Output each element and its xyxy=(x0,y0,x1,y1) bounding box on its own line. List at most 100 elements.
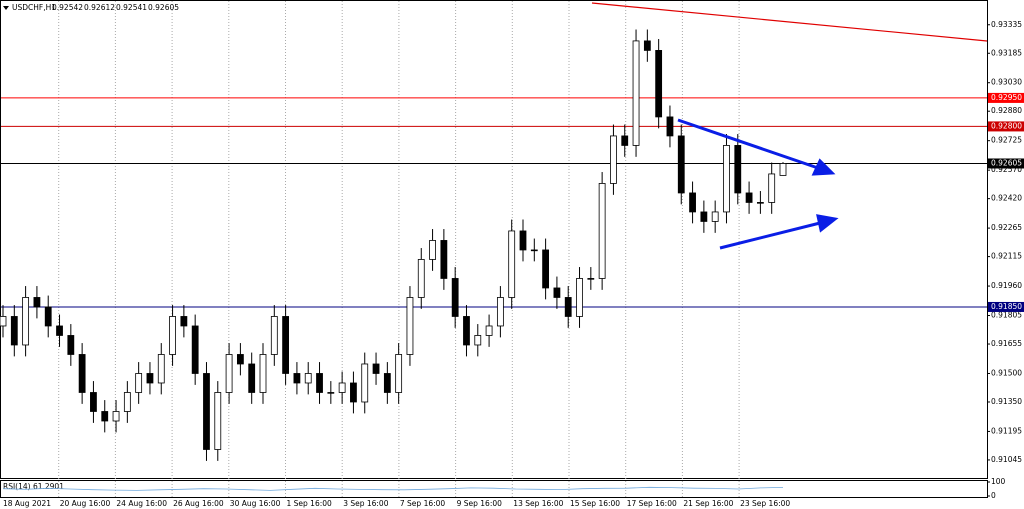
candle-body xyxy=(451,278,459,317)
candle-body xyxy=(67,335,75,355)
open-value: 0.92542 xyxy=(52,3,83,12)
candle-body xyxy=(655,50,663,118)
candle-body xyxy=(508,230,516,298)
y-tick-label: 0.91960 xyxy=(991,281,1022,290)
candle-body xyxy=(180,316,188,327)
symbol: USDCHF,H1 xyxy=(12,3,56,12)
x-tick-label: 1 Sep 16:00 xyxy=(287,499,333,508)
candle-body xyxy=(225,354,233,393)
candle-body xyxy=(56,325,63,336)
candle-body xyxy=(417,259,425,298)
candle-body xyxy=(711,211,719,222)
axes: 18 Aug 2021 20 Aug 16:00 24 Aug 16:00 26 Au… xyxy=(3,20,1024,508)
level-label: 0.92800 xyxy=(991,121,1022,130)
candle-body xyxy=(598,183,606,279)
candle-body xyxy=(123,392,131,412)
x-tick-label: 13 Sep 16:00 xyxy=(513,499,563,508)
candle-body xyxy=(564,297,572,317)
x-tick-label: 24 Aug 16:00 xyxy=(116,499,167,508)
triangle-arrows xyxy=(677,118,839,250)
level-label: 0.91850 xyxy=(991,302,1022,311)
candle-body xyxy=(745,192,753,203)
candle-body xyxy=(756,202,764,204)
candle-body xyxy=(463,316,470,346)
high-value: 0.92612 xyxy=(84,3,115,12)
candle-body xyxy=(304,373,312,384)
candle-body xyxy=(406,297,414,355)
candle-body xyxy=(383,373,391,393)
candle-body xyxy=(248,363,256,393)
y-tick-label: 100 xyxy=(991,477,1006,486)
x-tick-label: 18 Aug 2021 xyxy=(3,499,51,508)
y-tick-label: 0.93185 xyxy=(991,48,1022,57)
arrow-head xyxy=(816,214,839,233)
candle-body xyxy=(519,230,527,251)
x-tick-label: 21 Sep 16:00 xyxy=(683,499,733,508)
header-arrow xyxy=(3,6,9,10)
candle-body xyxy=(474,335,482,346)
candle-body xyxy=(553,287,561,298)
level-tag xyxy=(988,92,1024,103)
candle-body xyxy=(169,316,176,355)
y-tick-label: 0.92265 xyxy=(991,223,1022,232)
candle-body xyxy=(146,373,154,384)
y-tick-label: 0.92725 xyxy=(991,136,1022,145)
y-tick-label: 0 xyxy=(991,491,996,500)
candle-body xyxy=(361,363,369,403)
candle-body xyxy=(191,325,199,374)
arrow-head xyxy=(811,158,836,176)
rsi-line xyxy=(2,486,784,491)
rsi-panel xyxy=(0,480,988,498)
lower-arrow xyxy=(719,221,821,250)
rsi: 100 0 xyxy=(2,477,1006,500)
x-tick-label: 3 Sep 16:00 xyxy=(343,499,389,508)
candle-body xyxy=(779,163,787,176)
y-tick-label: 0.91655 xyxy=(991,339,1022,348)
candle-body xyxy=(293,373,301,384)
candles xyxy=(0,29,787,461)
x-tick-label: 7 Sep 16:00 xyxy=(400,499,446,508)
candle-body xyxy=(10,316,18,346)
candle-body xyxy=(734,145,742,194)
y-tick-label: 0.91195 xyxy=(991,426,1022,435)
x-tick-label: 20 Aug 16:00 xyxy=(60,499,111,508)
y-tick-label: 0.92115 xyxy=(991,252,1022,261)
x-tick-label: 30 Aug 16:00 xyxy=(230,499,281,508)
candle-body xyxy=(429,240,436,260)
y-tick-label: 0.91045 xyxy=(991,455,1022,464)
candle-body xyxy=(259,354,267,393)
level-tag xyxy=(988,158,1024,169)
candle-body xyxy=(700,211,708,222)
candle-body xyxy=(485,325,493,336)
level-label: 0.92605 xyxy=(991,158,1022,167)
candle-body xyxy=(621,135,629,146)
candle-body xyxy=(610,135,617,184)
y-tick-label: 0.91805 xyxy=(991,311,1022,320)
candle-body xyxy=(90,392,97,412)
candle-body xyxy=(112,411,120,422)
y-tick-label: 0.91350 xyxy=(991,397,1022,406)
y-tick-label: 0.92420 xyxy=(991,194,1022,203)
candle-body xyxy=(530,249,538,252)
y-tick-label: 0.93030 xyxy=(991,78,1022,87)
y-tick-label: 0.92570 xyxy=(991,165,1022,174)
candle-body xyxy=(723,145,730,213)
x-tick-label: 26 Aug 16:00 xyxy=(173,499,224,508)
close-value: 0.92605 xyxy=(148,3,179,12)
candle-body xyxy=(576,278,583,317)
candle-body xyxy=(78,354,86,393)
x-tick-label: 9 Sep 16:00 xyxy=(457,499,503,508)
candle-body xyxy=(632,40,640,146)
candle-body xyxy=(282,316,290,374)
candle-body xyxy=(350,382,357,403)
x-tick-label: 15 Sep 16:00 xyxy=(570,499,620,508)
candle-body xyxy=(214,392,222,450)
level-tag xyxy=(988,301,1024,312)
candle-body xyxy=(587,278,595,280)
candle-body xyxy=(689,192,696,213)
candle-body xyxy=(316,373,323,393)
x-tick-label: 17 Sep 16:00 xyxy=(627,499,677,508)
rsi-title: RSI(14) 61.2901 xyxy=(3,482,64,491)
levels xyxy=(1,97,987,308)
